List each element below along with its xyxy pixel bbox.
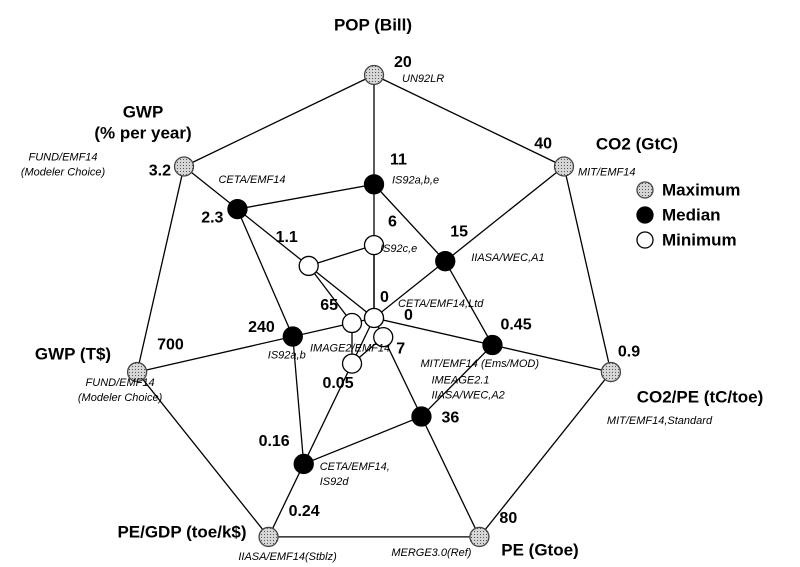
data-point bbox=[363, 174, 385, 195]
value-label: 2.3 bbox=[201, 209, 223, 226]
axis-spoke bbox=[183, 165, 375, 319]
data-point bbox=[173, 156, 195, 177]
model-note: CETA/EMF14, bbox=[320, 461, 390, 473]
legend-label: Maximum bbox=[662, 180, 740, 199]
axis-label: (% per year) bbox=[94, 123, 191, 142]
model-note: MERGE3.0(Ref) bbox=[391, 547, 471, 559]
model-note: UN92LR bbox=[402, 73, 444, 85]
value-label: 15 bbox=[450, 223, 468, 240]
model-note: IS92d bbox=[320, 476, 350, 488]
data-point bbox=[126, 361, 148, 383]
value-label: 80 bbox=[499, 510, 517, 527]
model-note: (Modeler Choice) bbox=[78, 392, 163, 404]
data-point bbox=[341, 312, 363, 334]
data-point bbox=[363, 64, 385, 86]
value-label: 0.05 bbox=[322, 375, 353, 392]
value-label: 240 bbox=[248, 319, 275, 336]
series-polygon bbox=[136, 74, 612, 538]
axis-label: PE/GDP (toe/k$) bbox=[117, 522, 246, 541]
axis-label: CO2 (GtC) bbox=[596, 134, 678, 153]
legend-label: Minimum bbox=[662, 230, 737, 249]
model-note: MIT/EMF14,Standard bbox=[607, 415, 713, 427]
model-note: MIT/EMF14 bbox=[578, 166, 635, 178]
axis-label: CO2/PE (tC/toe) bbox=[637, 387, 764, 406]
axis-spoke bbox=[373, 165, 565, 319]
data-point bbox=[363, 307, 385, 329]
model-note: IS92c,e bbox=[380, 243, 417, 255]
data-point bbox=[553, 156, 575, 177]
value-label: 65 bbox=[320, 297, 338, 314]
model-note: IMEAGE2.1 bbox=[431, 374, 489, 386]
model-note: MIT/EMF14 (Ems/MOD) bbox=[420, 358, 539, 370]
model-note: IS92a,b,e bbox=[392, 174, 439, 186]
data-point bbox=[282, 326, 303, 347]
data-point bbox=[373, 327, 394, 348]
series-polygon bbox=[236, 183, 494, 465]
data-point bbox=[298, 255, 319, 277]
value-label: 0.9 bbox=[618, 343, 640, 360]
legend-swatch bbox=[636, 181, 654, 199]
value-label: 0.16 bbox=[259, 433, 290, 450]
data-point bbox=[227, 198, 248, 220]
value-label: 36 bbox=[441, 410, 459, 427]
model-note: IIASA/WEC,A2 bbox=[431, 389, 504, 401]
model-note: (Modeler Choice) bbox=[21, 166, 106, 178]
legend-swatch bbox=[636, 231, 654, 249]
model-note: FUND/EMF14 bbox=[86, 377, 155, 389]
data-point bbox=[482, 334, 503, 356]
value-label: 40 bbox=[534, 136, 552, 153]
data-point bbox=[293, 453, 314, 475]
model-note: IS92a,b bbox=[268, 349, 306, 361]
data-point bbox=[341, 353, 363, 374]
model-note: IIASA/WEC,A1 bbox=[471, 252, 544, 264]
axis-spoke bbox=[373, 317, 481, 538]
value-label: 0 bbox=[380, 289, 389, 306]
axis-label: PE (Gtoe) bbox=[501, 540, 578, 559]
value-label: 20 bbox=[394, 54, 412, 71]
legend-label: Median bbox=[662, 205, 721, 224]
data-point bbox=[600, 361, 622, 383]
value-label: 0.45 bbox=[500, 316, 531, 333]
value-label: 3.2 bbox=[149, 163, 171, 180]
legend-swatch bbox=[636, 206, 654, 224]
data-point bbox=[435, 251, 456, 272]
axis-label: POP (Bill) bbox=[334, 15, 412, 34]
model-note: IIASA/EMF14(Stblz) bbox=[238, 551, 337, 563]
value-label: 0 bbox=[404, 307, 413, 324]
value-label: 7 bbox=[396, 340, 405, 357]
value-label: 1.1 bbox=[276, 229, 298, 246]
axis-spoke bbox=[136, 317, 375, 373]
model-note: FUND/EMF14 bbox=[28, 151, 97, 163]
data-point bbox=[363, 234, 385, 256]
axis-label: GWP bbox=[123, 102, 164, 121]
data-point bbox=[258, 526, 279, 548]
value-label: 0.24 bbox=[289, 503, 320, 520]
value-label: 700 bbox=[157, 336, 184, 353]
value-label: 6 bbox=[388, 213, 397, 230]
data-point bbox=[469, 526, 490, 548]
model-note: CETA/EMF14,Ltd bbox=[398, 298, 484, 310]
model-note: CETA/EMF14 bbox=[218, 174, 285, 186]
model-note: IMAGE2/EMF14 bbox=[310, 343, 390, 355]
value-label: 11 bbox=[390, 152, 407, 169]
data-point bbox=[411, 406, 432, 427]
axis-label: GWP (T$) bbox=[35, 344, 111, 363]
